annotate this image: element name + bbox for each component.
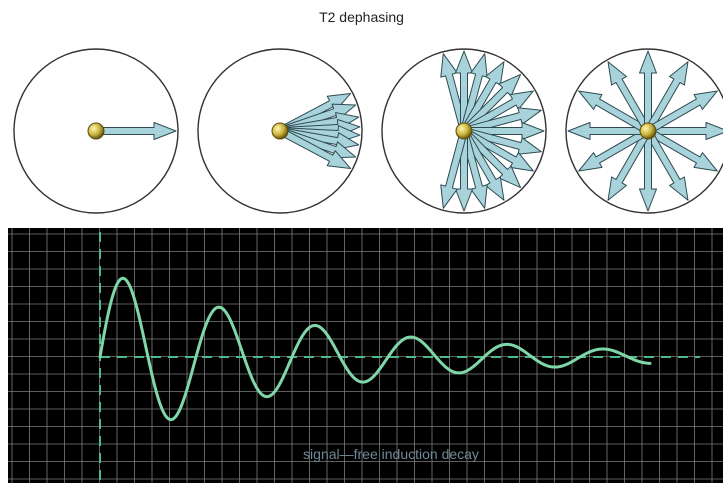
scope-caption: signal—free induction decay	[303, 446, 479, 462]
magnetization-arrow-icon	[578, 90, 646, 132]
panel-in-phase	[13, 48, 179, 214]
scope-grid	[8, 228, 723, 483]
oscilloscope: signal—free induction decay	[8, 228, 723, 483]
scope-background	[8, 228, 723, 483]
panel-slight-dephase	[197, 48, 363, 214]
fid-signal-curve	[98, 276, 652, 422]
panel-full-dephase	[565, 48, 723, 214]
magnetization-arrow-icon	[607, 61, 649, 129]
nucleus-sphere-icon	[455, 122, 473, 140]
nucleus-sphere-icon	[639, 122, 657, 140]
magnetization-arrow-icon	[283, 130, 352, 170]
magnetization-arrow-icon	[578, 130, 646, 172]
magnetization-arrow-icon	[101, 122, 177, 140]
magnetization-arrow-icon	[639, 136, 657, 212]
magnetization-arrow-icon	[607, 133, 649, 201]
magnetization-arrow-icon	[653, 122, 723, 140]
nucleus-sphere-icon	[87, 122, 105, 140]
spin-panels	[13, 48, 723, 214]
magnetization-arrow-icon	[440, 135, 467, 209]
magnetization-arrow-icon	[647, 133, 689, 201]
nucleus-sphere-icon	[271, 122, 289, 140]
panel-half-dephase	[381, 48, 547, 214]
magnetization-arrow-icon	[650, 90, 718, 132]
diagram-title: T2 dephasing	[319, 9, 404, 25]
magnetization-arrow-icon	[639, 50, 657, 126]
magnetization-arrow-icon	[647, 61, 689, 129]
magnetization-arrow-icon	[567, 122, 643, 140]
magnetization-arrow-icon	[650, 130, 718, 172]
